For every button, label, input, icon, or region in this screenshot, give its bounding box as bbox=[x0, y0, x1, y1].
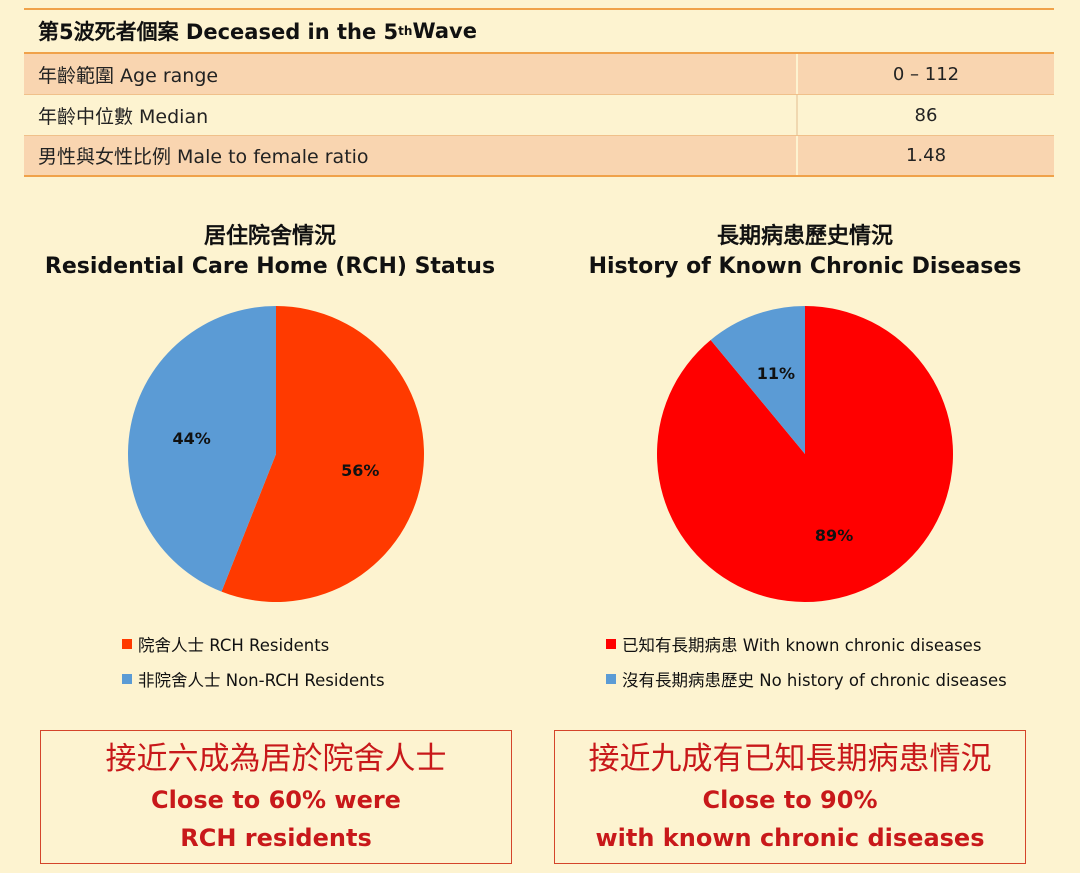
legend-swatch bbox=[606, 638, 616, 649]
rch-chart-title: 居住院舍情況 Residential Care Home (RCH) Statu… bbox=[44, 224, 496, 279]
chronic-callout-box: 接近九成有已知長期病患情況 Close to 90% with known ch… bbox=[554, 730, 1026, 864]
pie-slice-0-1 bbox=[127, 306, 276, 592]
legend-item-rch-residents: 院舍人士 RCH Residents bbox=[122, 626, 385, 661]
chronic-legend: 已知有長期病患 With known chronic diseases 沒有長期… bbox=[606, 626, 1007, 696]
legend-item-non-rch-residents: 非院舍人士 Non-RCH Residents bbox=[122, 661, 385, 696]
pie-data-label-1-0: 89% bbox=[815, 526, 853, 545]
legend-swatch bbox=[122, 638, 132, 649]
legend-item-no-chronic: 沒有長期病患歷史 No history of chronic diseases bbox=[606, 661, 1007, 696]
rch-legend: 院舍人士 RCH Residents 非院舍人士 Non-RCH Residen… bbox=[122, 626, 385, 696]
table-row-median: 年齡中位數 Median 86 bbox=[24, 95, 1054, 136]
chronic-pie-chart: 89% 11% bbox=[657, 306, 953, 602]
legend-swatch bbox=[122, 673, 132, 684]
legend-swatch bbox=[606, 673, 616, 684]
chronic-chart-title: 長期病患歷史情況 History of Known Chronic Diseas… bbox=[588, 224, 1022, 279]
pie-data-label-0-1: 44% bbox=[173, 429, 211, 448]
rch-pie-chart: 56% 44% bbox=[127, 306, 424, 602]
table-row-ratio: 男性與女性比例 Male to female ratio 1.48 bbox=[24, 136, 1054, 177]
pie-slice-0-0 bbox=[221, 306, 424, 602]
pie-slice-1-1 bbox=[710, 306, 805, 454]
rch-callout-box: 接近六成為居於院舍人士 Close to 60% were RCH reside… bbox=[40, 730, 512, 864]
legend-item-known-chronic: 已知有長期病患 With known chronic diseases bbox=[606, 626, 1007, 661]
pie-data-label-0-0: 56% bbox=[341, 461, 379, 480]
table-row-age-range: 年齡範圍 Age range 0 – 112 bbox=[24, 54, 1054, 95]
pie-data-label-1-1: 11% bbox=[757, 364, 795, 383]
